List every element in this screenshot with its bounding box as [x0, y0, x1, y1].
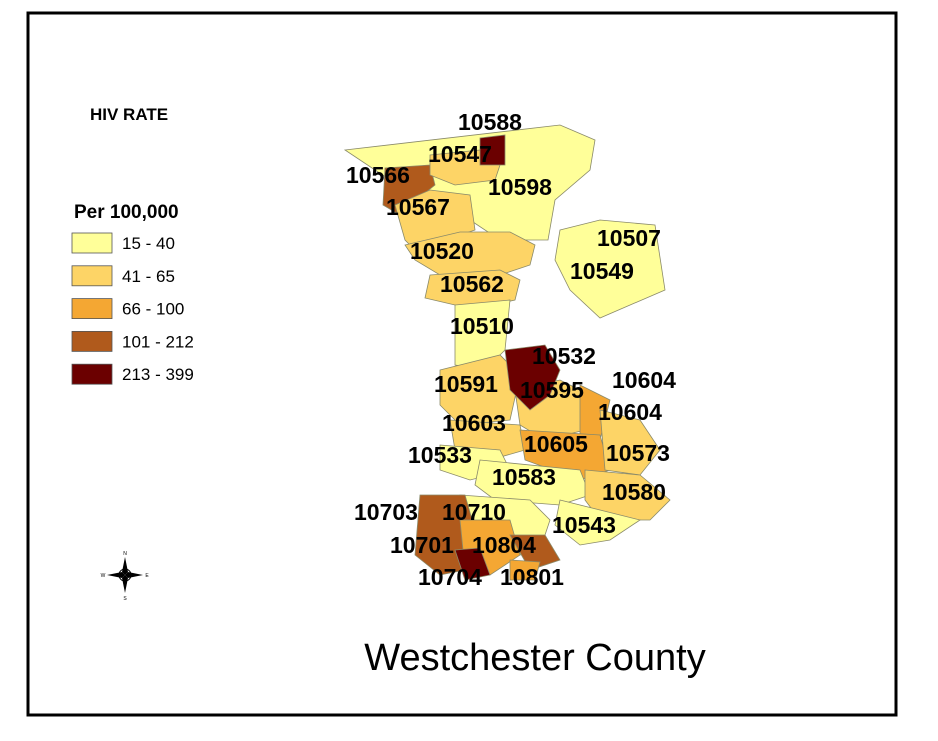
zip-label: 10507 [597, 225, 661, 251]
region [599, 409, 661, 476]
legend-swatch [71, 330, 113, 352]
compass-label: E [145, 573, 149, 579]
compass-label: W [101, 573, 106, 579]
compass-point [125, 572, 143, 578]
zip-label: 10598 [488, 174, 552, 200]
legend-title: HIV RATE [90, 105, 168, 124]
compass: N S E W [101, 551, 150, 602]
region [404, 231, 536, 276]
zip-label: 10543 [552, 512, 616, 538]
zip-labels: 10588 10547 10566 10598 10567 10507 10520 10549… [346, 109, 676, 590]
zip-label: 10566 [346, 162, 410, 188]
legend-label: 41 - 65 [122, 267, 175, 286]
region [439, 354, 521, 426]
zip-label: 10567 [386, 194, 450, 220]
zip-label: 10547 [428, 141, 492, 167]
zip-label: 10549 [570, 258, 634, 284]
legend-swatch [71, 298, 113, 320]
legend-subtitle: Per 100,000 [74, 202, 179, 223]
zip-label: 10603 [442, 410, 506, 436]
zip-label: 10520 [410, 238, 474, 264]
compass-label: N [123, 551, 127, 557]
zip-label: 10532 [532, 343, 596, 369]
region [554, 499, 641, 546]
zip-label: 10595 [520, 377, 584, 403]
zip-label: 10604 [612, 367, 676, 393]
compass-point [107, 572, 125, 578]
zip-label: 10591 [434, 371, 498, 397]
zip-label: 10801 [500, 564, 564, 590]
zip-label: 10583 [492, 464, 556, 490]
compass-point [122, 557, 128, 575]
zip-label: 10573 [606, 440, 670, 466]
region [509, 534, 561, 571]
region [479, 134, 506, 166]
legend-swatch [71, 363, 113, 385]
zip-label: 10588 [458, 109, 522, 135]
zip-label: 10510 [450, 313, 514, 339]
zip-label: 10533 [408, 442, 472, 468]
zip-label: 10604 [598, 399, 662, 425]
regions [343, 124, 671, 581]
zip-label: 10605 [524, 431, 588, 457]
legend-label: 66 - 100 [122, 300, 184, 319]
region [504, 344, 561, 411]
zip-label: 10710 [442, 499, 506, 525]
region [554, 219, 666, 319]
region [509, 559, 541, 581]
region [584, 469, 671, 521]
zip-label: 10703 [354, 499, 418, 525]
zip-label: 10580 [602, 479, 666, 505]
compass-label: S [123, 596, 127, 602]
zip-label: 10562 [440, 271, 504, 297]
legend: 15 - 40 41 - 65 66 - 100 101 - 212 213 - 399 [71, 232, 194, 385]
zip-label: 10701 [390, 532, 454, 558]
region [454, 547, 491, 581]
zip-label: 10804 [472, 532, 536, 558]
zip-label: 10704 [418, 564, 482, 590]
compass-point [122, 575, 128, 593]
legend-label: 101 - 212 [122, 332, 194, 351]
legend-label: 213 - 399 [122, 365, 194, 384]
legend-swatch [71, 265, 113, 287]
legend-label: 15 - 40 [122, 234, 175, 253]
map-title: Westchester County [364, 637, 705, 679]
legend-swatch [71, 232, 113, 254]
